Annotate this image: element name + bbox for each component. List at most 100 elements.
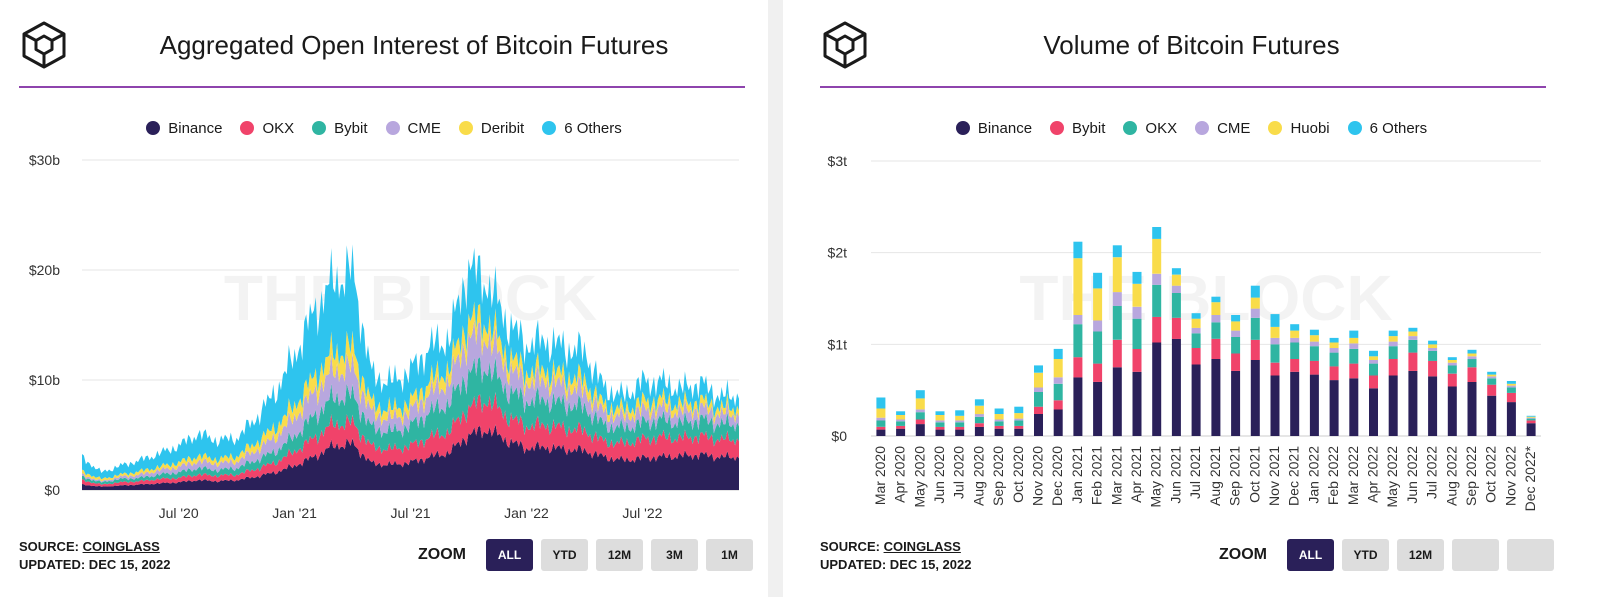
legend-item-huobi[interactable]: Huobi [1268,120,1330,137]
x-tick-label: Dec 2020 [1049,446,1065,506]
x-tick-label: Jun 2020 [931,446,947,504]
bar-bybit [1171,317,1181,339]
legend-item-deribit[interactable]: Deribit [458,120,524,137]
zoom-button-ytd[interactable]: YTD [541,539,588,571]
bar-huobi [876,408,886,418]
bar-6-others [1506,381,1516,384]
legend-label: Binance [168,119,223,137]
bar-bybit [1487,384,1497,396]
legend-label: Bybit [1072,119,1106,137]
bar-binance [1191,364,1201,436]
legend-item-6-others[interactable]: 6 Others [542,120,622,137]
x-tick-label: Feb 2022 [1325,446,1341,505]
bar-binance [1506,402,1516,436]
bar-bybit [994,425,1004,429]
bar-bybit [1428,360,1438,377]
bar-huobi [1053,359,1063,378]
bar-bybit [1349,363,1359,379]
bar-okx [1171,293,1181,318]
bar-6-others [1231,315,1241,322]
bar-okx [994,421,1004,426]
legend-item-cme[interactable]: CME [1195,120,1250,137]
bar-6-others [876,397,886,409]
x-tick-label: Jul '22 [622,505,662,521]
bar-okx [1211,322,1221,339]
zoom-button-1m[interactable]: 1M [706,539,753,571]
x-tick-label: Jul 2021 [1187,446,1203,499]
bar-binance [1231,370,1241,436]
bar-okx [1309,346,1319,361]
zoom-button-blank-3[interactable] [1452,539,1499,571]
bar-binance [1270,375,1280,436]
zoom-button-12m[interactable]: 12M [1397,539,1444,571]
x-tick-label: Aug 2020 [970,446,986,506]
bar-6-others [1112,245,1122,258]
x-tick-label: Apr 2021 [1128,446,1144,503]
bar-huobi [1349,337,1359,344]
legend-item-bybit[interactable]: Bybit [312,120,368,137]
legend-item-bybit[interactable]: Bybit [1050,120,1105,137]
x-tick-label: Sep 2021 [1227,446,1243,506]
bar-bybit [1093,363,1103,382]
bar-okx [1014,420,1024,426]
bar-bybit [955,426,965,430]
bar-cme [896,419,906,422]
bar-okx [1093,331,1103,364]
legend-item-binance[interactable]: Binance [146,120,222,137]
source-link[interactable]: COINGLASS [883,539,961,554]
bar-binance [1309,374,1319,436]
the-block-logo-icon [823,21,867,69]
bar-binance [876,429,886,436]
bar-huobi [935,414,945,421]
zoom-button-blank-4[interactable] [1507,539,1554,571]
legend-label: Binance [977,119,1033,137]
bar-huobi [1487,374,1497,377]
bar-cme [915,409,925,413]
bar-binance [1152,342,1162,436]
bar-bybit [1329,366,1339,381]
source-prefix: SOURCE: [820,539,884,554]
bar-6-others [1250,285,1260,298]
bar-binance [1053,409,1063,436]
area-bybit [82,356,739,485]
bar-6-others [1369,350,1378,357]
bar-bybit [1408,352,1418,371]
legend-swatch [1268,121,1283,135]
legend-swatch [146,121,161,135]
legend-item-cme[interactable]: CME [385,120,441,137]
legend-label: OKX [262,119,295,137]
bar-bybit [1526,420,1536,424]
bar-cme [1250,308,1260,318]
bar-6-others [1408,327,1418,332]
y-tick-label: $30b [29,152,60,168]
zoom-button-12m[interactable]: 12M [596,539,643,571]
bar-6-others [1349,330,1359,338]
area-binance [82,424,739,490]
bar-huobi [1211,302,1221,315]
zoom-button-all[interactable]: ALL [486,539,533,571]
x-tick-label: Mar 2022 [1345,446,1361,505]
bar-okx [1270,344,1280,363]
bar-okx [1034,392,1043,407]
zoom-button-ytd[interactable]: YTD [1342,539,1389,571]
legend-swatch [1123,121,1138,135]
legend-swatch [1347,121,1362,135]
bar-6-others [1428,340,1438,345]
legend-item-okx[interactable]: OKX [1123,120,1177,137]
legend-item-6-others[interactable]: 6 Others [1347,120,1427,137]
bar-huobi [1388,336,1398,342]
zoom-button-all[interactable]: ALL [1287,539,1334,571]
bar-cme [935,420,945,423]
bar-huobi [1428,344,1438,348]
bar-huobi [1014,413,1024,419]
bar-6-others [955,410,965,416]
bar-bybit [1309,360,1319,375]
bar-cme [1053,377,1063,384]
bar-6-others [935,411,945,415]
source-link[interactable]: COINGLASS [82,539,160,554]
zoom-button-3m[interactable]: 3M [651,539,698,571]
y-tick-label: $10b [29,372,60,388]
legend-item-okx[interactable]: OKX [240,120,294,137]
zoom-label: ZOOM [418,546,466,563]
legend-item-binance[interactable]: Binance [955,119,1033,137]
